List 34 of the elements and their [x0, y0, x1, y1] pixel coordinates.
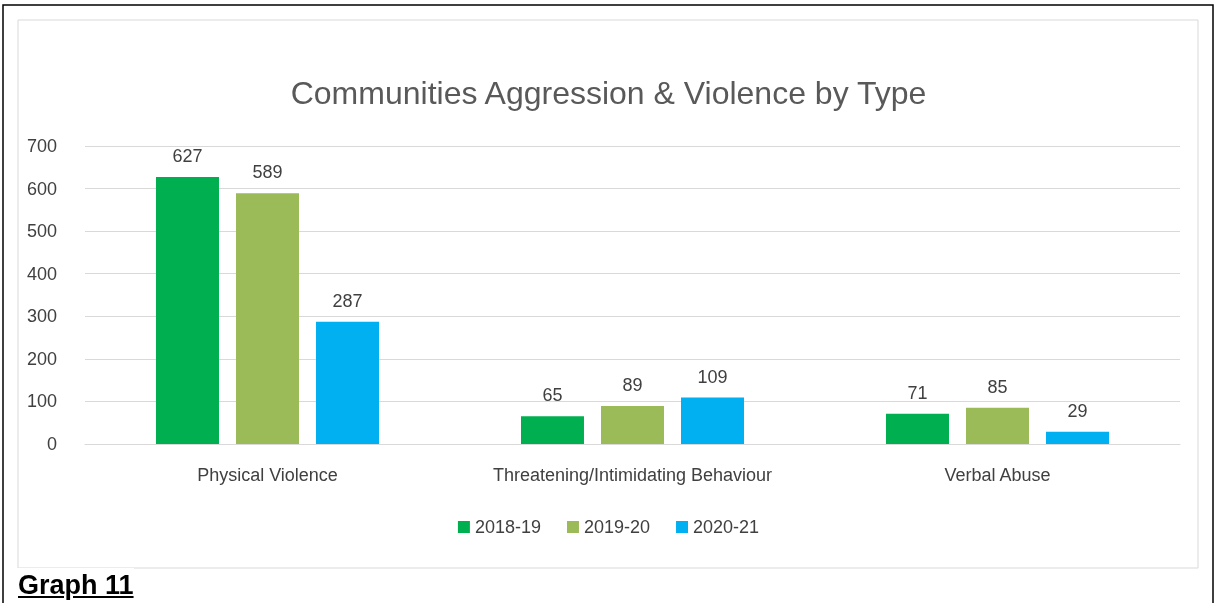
data-label: 89 [622, 375, 643, 396]
data-label: 627 [172, 146, 203, 167]
bar [316, 321, 380, 444]
y-tick-label: 500 [26, 221, 57, 242]
bar [681, 397, 745, 444]
bar [885, 413, 949, 444]
chart-title: Communities Aggression & Violence by Type [290, 75, 927, 111]
y-tick-label: 0 [46, 434, 57, 454]
data-label: 109 [697, 366, 728, 387]
data-label: 85 [987, 376, 1008, 397]
x-tick-label: Verbal Abuse [944, 465, 1051, 485]
data-label: 65 [542, 385, 563, 406]
data-label: 287 [332, 290, 363, 311]
y-tick-label: 200 [26, 348, 57, 369]
data-label: 589 [252, 162, 283, 183]
y-tick-label: 600 [26, 178, 57, 199]
bar [520, 416, 584, 444]
bar [236, 193, 299, 444]
caption: Graph 11 [18, 568, 134, 602]
x-tick-label: Physical Violence [197, 465, 338, 485]
y-tick-label: 700 [26, 136, 57, 156]
y-tick-label: 100 [26, 391, 57, 412]
data-label: 29 [1067, 400, 1088, 421]
data-label: 71 [907, 382, 928, 403]
bar [155, 177, 219, 444]
y-tick-label: 300 [26, 306, 57, 327]
bar [1046, 431, 1110, 444]
y-tick-label: 400 [26, 263, 57, 284]
legend-label: 2018-19 [474, 517, 541, 537]
bar [601, 406, 664, 444]
legend-label: 2020-21 [693, 517, 760, 537]
x-tick-label: Threatening/Intimidating Behaviour [492, 465, 773, 485]
bar [966, 407, 1029, 444]
legend-label: 2019-20 [583, 517, 651, 537]
